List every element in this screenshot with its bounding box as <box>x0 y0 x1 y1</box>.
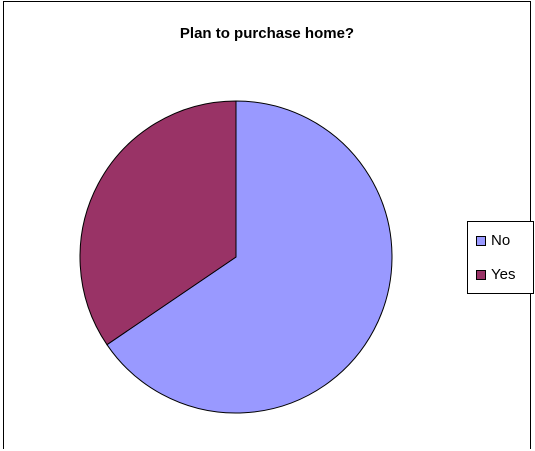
legend-swatch-no <box>476 235 486 246</box>
chart-title: Plan to purchase home? <box>179 25 355 42</box>
legend-swatch-yes <box>476 269 486 280</box>
legend-item-yes: Yes <box>476 266 515 283</box>
legend-label-no: No <box>491 232 511 249</box>
pie-slice-yes <box>79 100 237 346</box>
legend-label-yes: Yes <box>491 266 516 283</box>
pie-slice-no <box>106 100 393 414</box>
legend-item-no: No <box>476 232 510 249</box>
legend: No Yes <box>467 221 534 294</box>
